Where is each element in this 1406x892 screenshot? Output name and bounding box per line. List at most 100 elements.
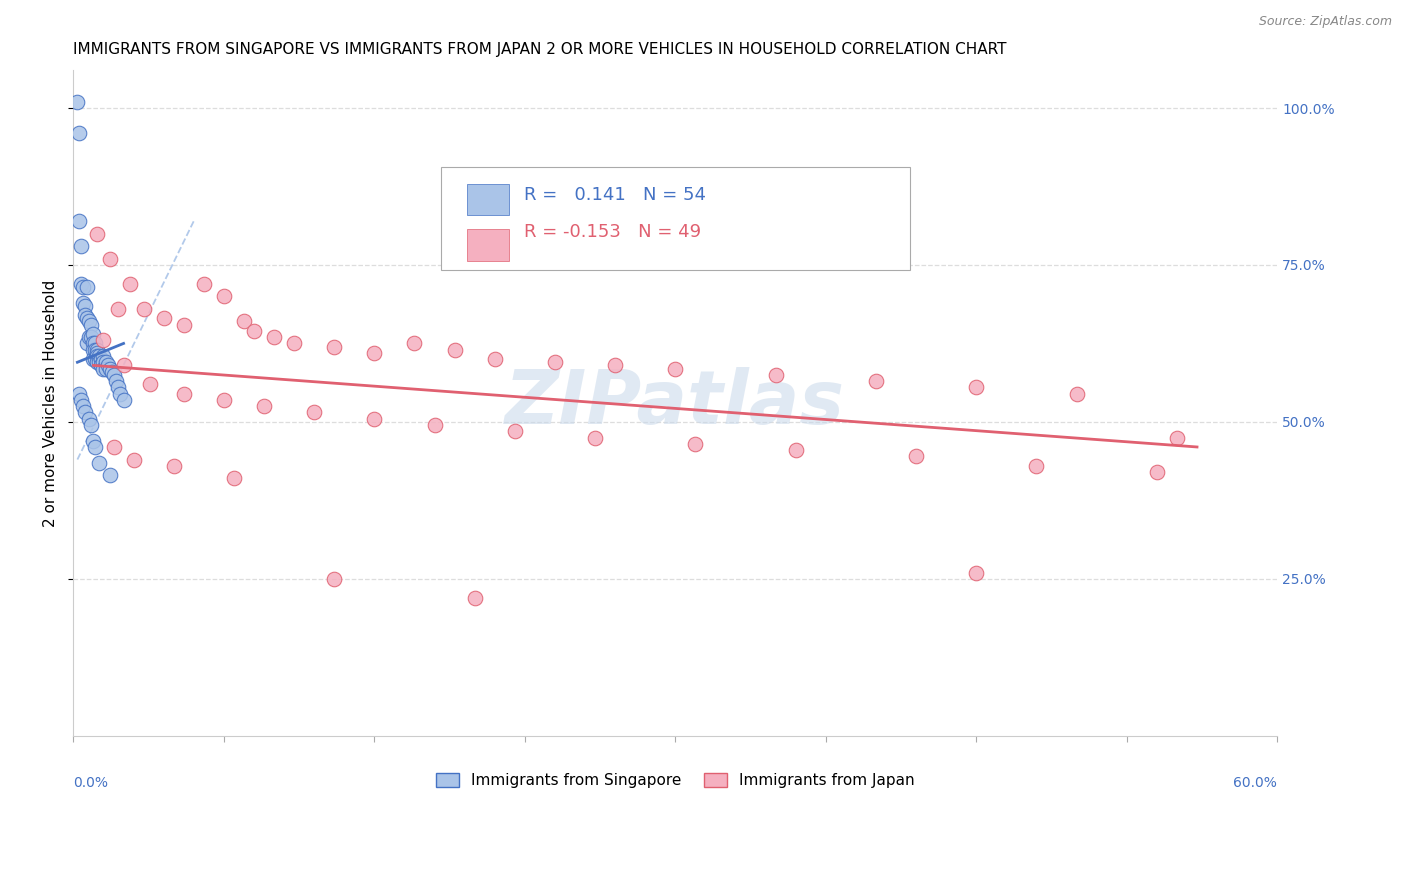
Text: 60.0%: 60.0% (1233, 775, 1277, 789)
Point (67, 214, 90, 228)
Point (82, 434, 104, 448)
Point (583, 431, 606, 445)
Point (82, 336, 104, 351)
Point (112, 359, 135, 373)
Point (212, 392, 235, 407)
Point (152, 311, 174, 326)
Y-axis label: 2 or more Vehicles in Household: 2 or more Vehicles in Household (44, 279, 58, 526)
Point (363, 346, 385, 360)
Point (112, 392, 135, 407)
Point (67, 386, 90, 401)
Point (94, 361, 117, 376)
Point (423, 417, 446, 432)
Point (90, 352, 112, 367)
Point (1166, 431, 1188, 445)
Point (76, 311, 98, 326)
Text: 0.0%: 0.0% (73, 775, 108, 789)
Point (222, 471, 245, 485)
Point (67, 126, 90, 140)
Point (443, 343, 465, 357)
Point (79, 314, 101, 328)
Point (323, 340, 346, 354)
Point (82, 343, 104, 357)
Point (243, 324, 266, 338)
Point (84, 440, 107, 454)
Point (72, 399, 94, 413)
Point (138, 377, 160, 392)
Point (70, 239, 93, 253)
Point (605, 359, 627, 373)
Point (464, 591, 486, 605)
Point (98, 252, 121, 266)
Point (93, 361, 115, 376)
Point (132, 301, 155, 316)
Point (118, 277, 141, 291)
Point (89, 355, 111, 369)
Text: R = -0.153   N = 49: R = -0.153 N = 49 (523, 223, 700, 242)
Point (72, 280, 94, 294)
Point (323, 572, 346, 586)
Point (263, 330, 285, 344)
Point (66, 95, 89, 109)
Point (93, 333, 115, 347)
Point (72, 295, 94, 310)
Point (1025, 458, 1047, 473)
Point (75, 308, 97, 322)
Point (503, 425, 526, 439)
Point (75, 405, 97, 419)
Point (86, 343, 108, 357)
Point (363, 411, 385, 425)
Point (664, 361, 686, 376)
Point (104, 374, 127, 388)
Text: R =   0.141   N = 54: R = 0.141 N = 54 (523, 186, 706, 203)
Point (193, 277, 215, 291)
Point (685, 437, 707, 451)
Point (84, 352, 107, 367)
Point (86, 349, 108, 363)
Point (163, 458, 186, 473)
Point (89, 349, 111, 363)
Point (765, 368, 787, 382)
Point (173, 386, 195, 401)
Point (98, 361, 121, 376)
Point (79, 330, 101, 344)
FancyBboxPatch shape (440, 167, 910, 270)
Text: Source: ZipAtlas.com: Source: ZipAtlas.com (1258, 15, 1392, 28)
Point (80, 417, 103, 432)
FancyBboxPatch shape (467, 228, 509, 260)
Point (122, 452, 145, 467)
Point (233, 314, 256, 328)
Point (80, 330, 103, 344)
Point (93, 355, 115, 369)
Point (84, 343, 107, 357)
Point (86, 227, 108, 241)
Point (785, 443, 807, 458)
Point (905, 450, 928, 464)
Point (965, 566, 987, 580)
Point (484, 352, 506, 367)
Point (404, 336, 426, 351)
Point (103, 440, 125, 454)
Text: IMMIGRANTS FROM SINGAPORE VS IMMIGRANTS FROM JAPAN 2 OR MORE VEHICLES IN HOUSEHO: IMMIGRANTS FROM SINGAPORE VS IMMIGRANTS … (73, 42, 1007, 57)
Point (103, 368, 125, 382)
Point (107, 301, 129, 316)
Point (75, 299, 97, 313)
Point (82, 326, 104, 341)
Point (94, 355, 117, 369)
Point (108, 386, 131, 401)
Point (107, 380, 129, 394)
Point (1066, 386, 1088, 401)
Legend: Immigrants from Singapore, Immigrants from Japan: Immigrants from Singapore, Immigrants fr… (430, 767, 921, 795)
Point (212, 289, 235, 303)
Point (76, 336, 98, 351)
Point (283, 336, 305, 351)
Point (82, 352, 104, 367)
Point (173, 318, 195, 332)
Text: ZIPatlas: ZIPatlas (505, 367, 845, 440)
Point (965, 380, 987, 394)
Point (302, 405, 325, 419)
Point (70, 392, 93, 407)
Point (86, 355, 108, 369)
FancyBboxPatch shape (467, 184, 509, 216)
Point (90, 359, 112, 373)
